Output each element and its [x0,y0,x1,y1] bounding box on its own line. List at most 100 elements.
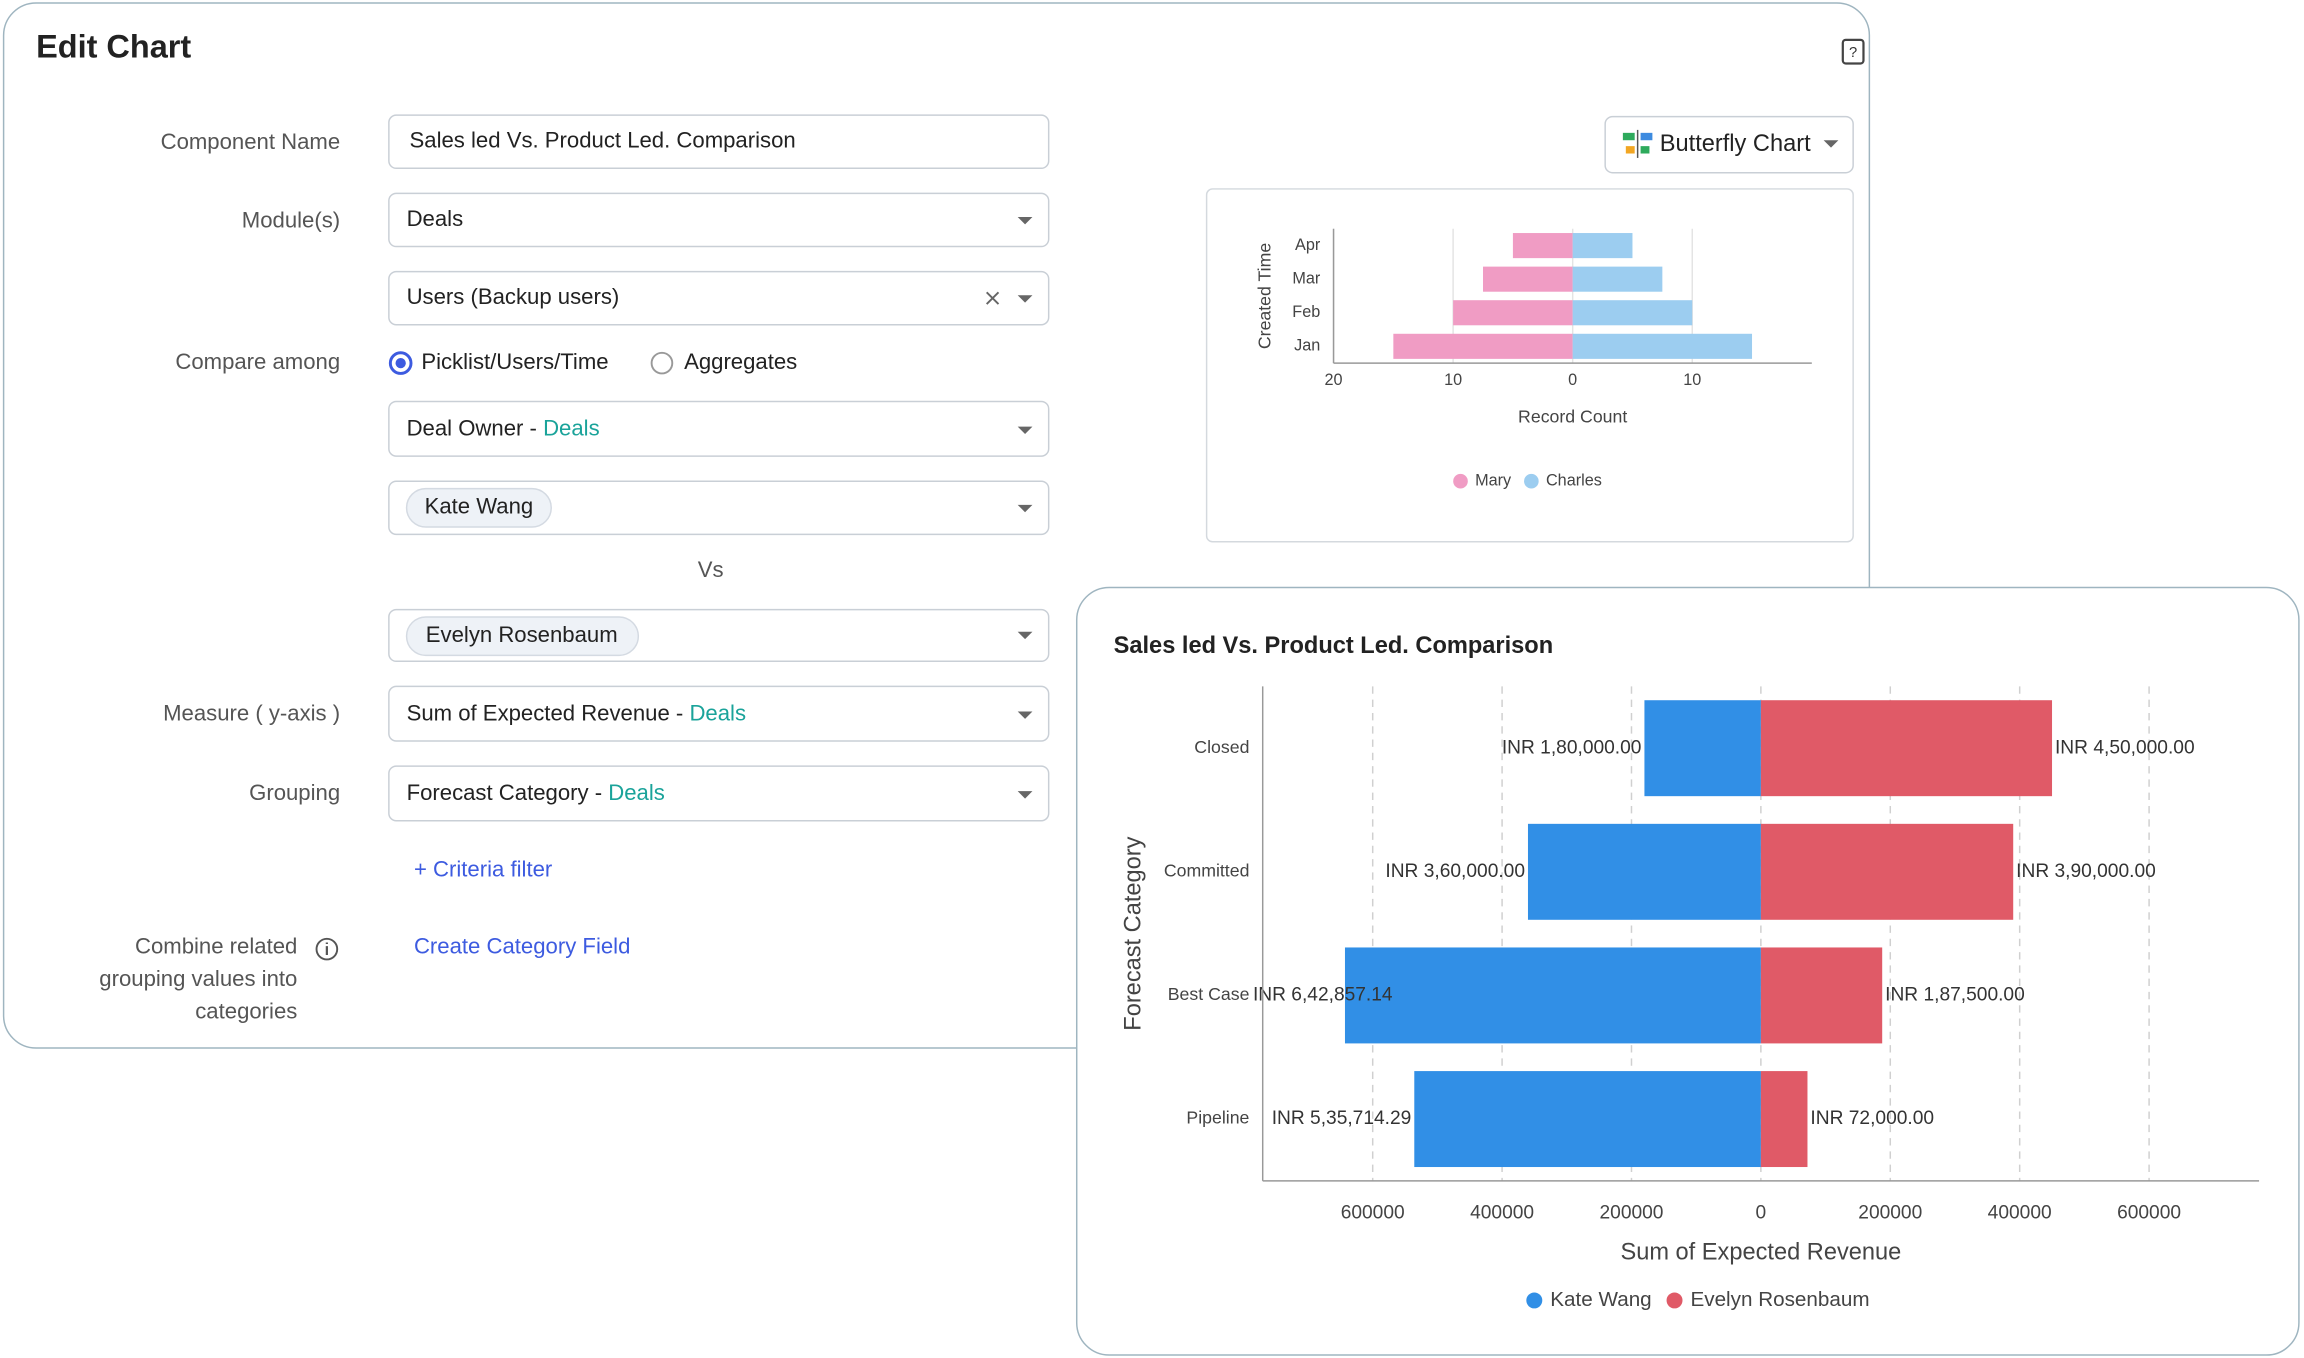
y-axis-title: Created Time [1254,243,1274,349]
help-icon[interactable]: ? [1841,38,1865,65]
data-label: INR 1,87,500.00 [1885,984,2025,1005]
data-label: INR 1,80,000.00 [1502,737,1642,758]
y-tick-label: Apr [1295,236,1321,254]
legend-marker [1666,1292,1683,1309]
field-label: Grouping [249,780,340,805]
module-name: Deals [608,780,665,805]
x-tick-label: 10 [1683,371,1701,389]
field-name: Sum of Expected Revenue - [407,700,684,725]
chip [405,487,552,528]
module-name: Deals [689,700,746,725]
y-tick-label: Closed [1194,737,1249,757]
data-label: INR 3,60,000.00 [1385,861,1525,882]
dropdown-value: Deals [407,206,464,231]
dropdown-arrow [1017,791,1033,799]
chart-type-dropdown[interactable] [1604,115,1854,174]
y-tick-label: Pipeline [1186,1108,1249,1128]
field-label: grouping values into [99,966,297,991]
dropdown[interactable] [388,270,1050,326]
clear-button[interactable] [985,291,1000,305]
bar [1572,233,1633,259]
dropdown[interactable] [388,400,1050,457]
dropdown[interactable] [388,765,1050,822]
chart-title: Sales led Vs. Product Led. Comparison [1114,633,1554,659]
bar [1483,266,1573,292]
bar [1344,947,1761,1044]
dropdown-arrow [1017,426,1033,434]
dropdown-arrow [1017,216,1033,225]
chip-text: Kate Wang [425,494,534,519]
dropdown[interactable] [388,685,1050,742]
dropdown-value: Sum of Expected Revenue - Deals [407,700,746,725]
legend-marker [1524,473,1539,489]
vs-text: Vs [698,557,724,582]
input-value: Sales led Vs. Product Led. Comparison [410,128,796,153]
y-axis-title: Forecast Category [1121,836,1147,1030]
bar [1453,300,1573,326]
create-category-link[interactable]: Create Category Field [414,933,630,958]
chip [405,616,640,657]
x-tick-label: 200000 [1858,1202,1922,1223]
legend-marker [1526,1292,1543,1309]
field-name: Deal Owner - [407,415,537,440]
bar [1572,266,1663,292]
panel-title: Edit Chart [36,28,191,64]
bar [1760,700,2053,797]
x-axis-title: Record Count [1518,406,1627,426]
dropdown-value: Deal Owner - Deals [407,415,600,440]
x-tick-label: 0 [1756,1202,1767,1223]
svg-text:?: ? [1849,45,1857,61]
field-label: Component Name [161,129,341,154]
bar [1572,300,1693,326]
field-label: Compare among [175,349,340,374]
x-tick-label: 0 [1568,371,1577,389]
bar [1393,333,1573,359]
criteria-link[interactable]: + Criteria filter [414,857,552,882]
dropdown-arrow [1017,295,1033,303]
y-tick-label: Feb [1292,303,1320,321]
dropdown[interactable] [388,192,1050,248]
bar [1527,823,1761,920]
chart-type-icon [1622,129,1653,158]
radio-label: Picklist/Users/Time [421,349,608,374]
legend-label: Evelyn Rosenbaum [1690,1288,1869,1311]
field-label: Combine related [135,933,297,958]
chip-text: Evelyn Rosenbaum [426,622,618,647]
data-label: INR 4,50,000.00 [2055,737,2195,758]
info-icon[interactable] [315,937,339,961]
x-axis-title: Sum of Expected Revenue [1620,1239,1901,1265]
data-label: INR 6,42,857.14 [1253,984,1393,1005]
dropdown[interactable] [388,480,1050,536]
charts: 20 10 0 10 Apr Mar Feb Jan Mary Charles Record Cou… [1121,228,2260,1311]
bar [1760,947,1883,1044]
legend-marker [1453,473,1468,489]
dropdown-arrow [1017,504,1033,513]
bar [1572,333,1753,359]
y-tick-label: Best Case [1168,984,1250,1004]
x-tick-label: 200000 [1599,1202,1663,1223]
x-tick-label: 10 [1444,371,1462,389]
dropdown-arrow [1017,711,1033,719]
field-label: Module(s) [242,207,340,232]
bar [1760,823,2014,920]
dropdown-arrow [1017,631,1033,640]
bar [1414,1071,1761,1168]
data-label: INR 3,90,000.00 [2016,861,2156,882]
text-input[interactable] [388,114,1050,170]
bar [1644,700,1761,797]
data-label: INR 5,35,714.29 [1272,1108,1412,1129]
radio-label: Aggregates [684,349,797,374]
chart-type-value: Butterfly Chart [1660,131,1811,157]
data-label: INR 72,000.00 [1810,1108,1934,1129]
legend-label: Charles [1546,471,1602,489]
dropdown-value: Forecast Category - Deals [407,780,665,805]
x-tick-label: 20 [1325,371,1343,389]
x-tick-label: 400000 [1470,1202,1534,1223]
x-tick-label: 600000 [1341,1202,1405,1223]
radio[interactable] [650,351,674,375]
legend-label: Kate Wang [1550,1288,1651,1311]
module-name: Deals [543,415,600,440]
x-tick-label: 600000 [2117,1202,2181,1223]
